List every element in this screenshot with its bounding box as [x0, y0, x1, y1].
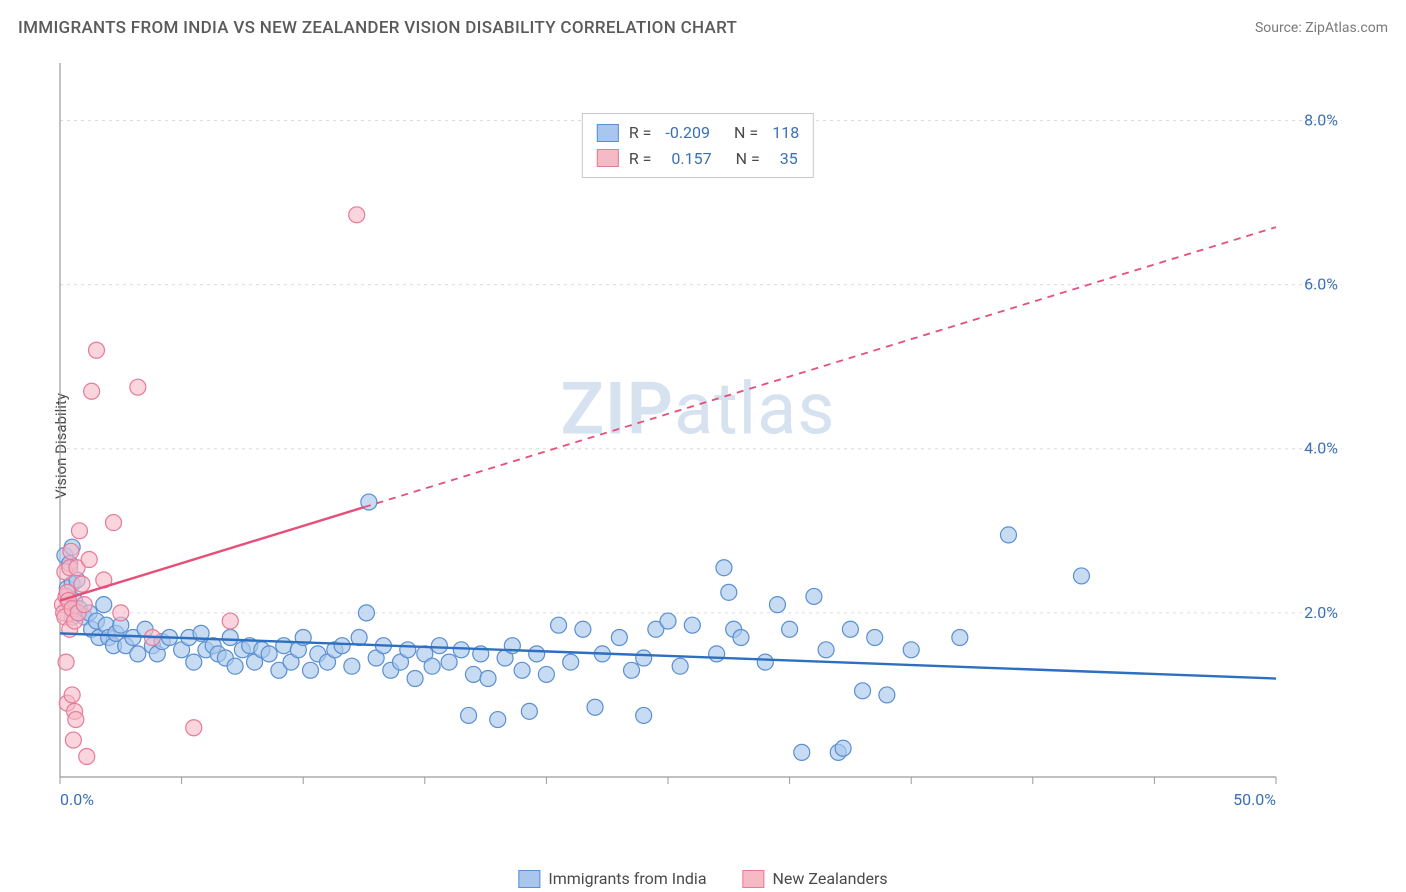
legend-row-india: R = -0.209 N = 118 — [597, 120, 799, 146]
n-value-nz: 35 — [780, 146, 798, 172]
legend-label: Immigrants from India — [548, 869, 706, 888]
r-value-nz: 0.157 — [671, 146, 711, 172]
r-value-india: -0.209 — [665, 120, 710, 146]
n-value-india: 118 — [772, 120, 799, 146]
swatch-icon — [743, 870, 765, 888]
svg-text:4.0%: 4.0% — [1304, 439, 1338, 458]
legend-item-0: Immigrants from India — [518, 869, 706, 888]
legend-item-1: New Zealanders — [743, 869, 888, 888]
swatch-icon — [518, 870, 540, 888]
svg-text:50.0%: 50.0% — [1233, 790, 1276, 809]
swatch-india — [597, 124, 619, 142]
legend-bottom: Immigrants from India New Zealanders — [518, 869, 887, 888]
legend-stats: R = -0.209 N = 118 R = 0.157 N = 35 — [582, 113, 814, 178]
svg-text:2.0%: 2.0% — [1304, 603, 1338, 622]
legend-label: New Zealanders — [773, 869, 888, 888]
chart-title: IMMIGRANTS FROM INDIA VS NEW ZEALANDER V… — [18, 18, 737, 38]
svg-text:6.0%: 6.0% — [1304, 275, 1338, 294]
svg-text:0.0%: 0.0% — [60, 790, 94, 809]
plot-area: ZIPatlas 0.0%50.0%2.0%4.0%6.0%8.0% R = -… — [50, 55, 1346, 825]
source-label: Source: ZipAtlas.com — [1255, 20, 1388, 36]
svg-text:8.0%: 8.0% — [1304, 110, 1338, 129]
legend-row-nz: R = 0.157 N = 35 — [597, 146, 799, 172]
swatch-nz — [597, 149, 619, 167]
